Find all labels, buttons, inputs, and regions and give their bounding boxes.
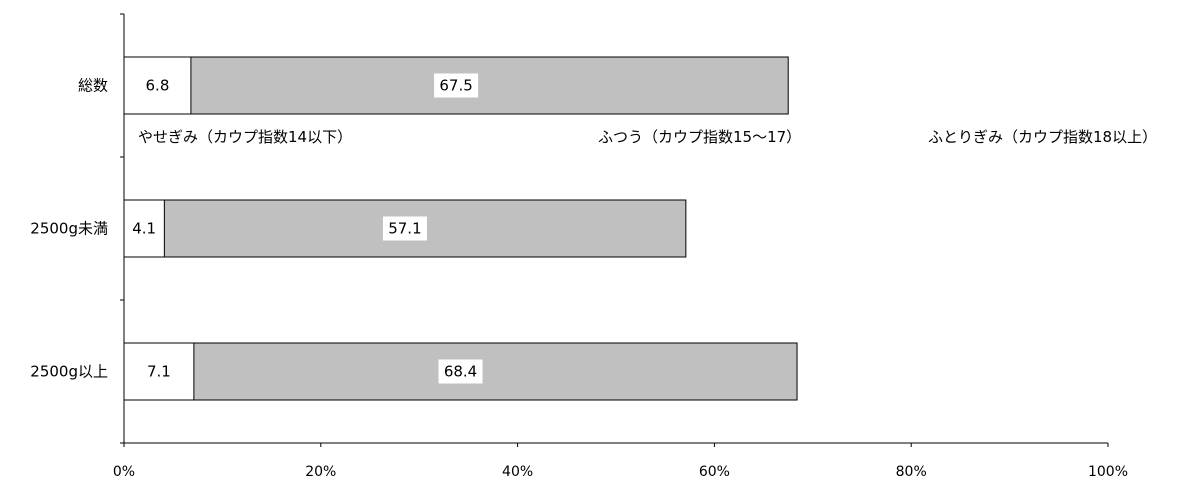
data-label-bg-1-1: [382, 216, 427, 241]
data-label-1-2: 4.1: [132, 220, 156, 238]
category-label-1: 2500g未満: [30, 220, 108, 238]
x-tick-label-4: 80%: [896, 464, 927, 480]
x-tick-label-2: 40%: [502, 464, 533, 480]
x-tick-label-0: 0%: [113, 464, 135, 480]
legend-item-0: やせぎみ（カウプ指数14以下）: [138, 128, 352, 146]
data-label-bg-1-2: [126, 216, 162, 241]
axes: 総数 2500g未満 2500g以上 0% 20% 40% 60% 80% 100%: [30, 13, 1128, 480]
data-label-bg-2-1: [438, 359, 483, 384]
data-label-0-2: 6.8: [146, 77, 170, 95]
data-label-1-1: 57.1: [388, 220, 421, 238]
legend-item-2: ふとりぎみ（カウプ指数18以上）: [928, 128, 1157, 146]
bars-layer: 25.767.56.838.857.14.124.668.47.1: [123, 56, 798, 401]
data-label-2-1: 68.4: [444, 363, 477, 381]
bar-segment-2-1: [123, 342, 798, 401]
data-label-2-2: 7.1: [147, 363, 171, 381]
data-label-bg-0-1: [434, 73, 479, 98]
data-label-bg-0-2: [139, 73, 175, 98]
category-label-2: 2500g以上: [30, 363, 108, 381]
data-label-bg-2-2: [141, 359, 177, 384]
category-label-0: 総数: [78, 77, 108, 95]
data-label-0-1: 67.5: [439, 77, 472, 95]
x-tick-label-3: 60%: [699, 464, 730, 480]
legend-item-1: ふつう（カウプ指数15～17）: [598, 128, 801, 146]
bar-segment-0-1: [123, 56, 789, 115]
x-tick-label-1: 20%: [305, 464, 336, 480]
legend: やせぎみ（カウプ指数14以下） ふつう（カウプ指数15～17） ふとりぎみ（カウプ指…: [138, 128, 1157, 146]
x-tick-label-5: 100%: [1088, 464, 1128, 480]
bar-segment-1-1: [123, 199, 687, 258]
